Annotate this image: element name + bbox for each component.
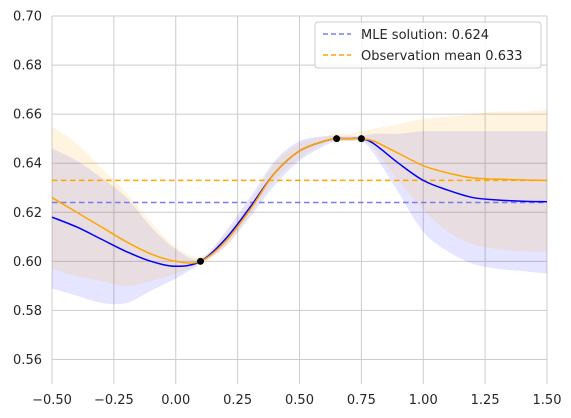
x-tick-label: 0.25: [223, 393, 252, 408]
observation-confidence-band: [52, 109, 547, 286]
x-tick-label: 1.25: [471, 393, 500, 408]
x-tick-label: 1.50: [533, 393, 562, 408]
y-tick-label: 0.62: [13, 206, 42, 221]
observation-point: [197, 257, 204, 265]
observation-mean-curve: [51, 137, 548, 264]
legend: MLE solution: 0.624 Observation mean 0.6…: [314, 21, 542, 69]
y-tick-label: 0.60: [13, 255, 42, 270]
observation-point: [333, 135, 341, 143]
x-tick-label: 0.75: [347, 393, 376, 408]
y-tick-label: 0.58: [13, 304, 42, 319]
x-tick-label: 0.50: [285, 393, 314, 408]
y-tick-label: 0.64: [13, 157, 42, 172]
y-tick-label: 0.68: [13, 59, 42, 74]
x-axis-ticks: −0.50 −0.25 0.00 0.25 0.50 0.75 1.00 1.25 1.50: [32, 393, 561, 408]
grid-lines: [51, 15, 548, 384]
observation-points: [197, 135, 365, 265]
y-tick-label: 0.70: [13, 10, 42, 25]
x-tick-label: 1.00: [409, 393, 438, 408]
y-tick-label: 0.66: [13, 108, 42, 123]
legend-observation-mean-label: Observation mean 0.633: [361, 49, 523, 64]
mean-lines: [51, 137, 548, 267]
legend-mle-label: MLE solution: 0.624: [361, 28, 489, 43]
y-axis-ticks: 0.56 0.58 0.60 0.62 0.64 0.66 0.68 0.70: [13, 10, 42, 368]
reference-lines: [52, 179, 547, 204]
x-tick-label: −0.25: [94, 393, 134, 408]
legend-box: [314, 21, 542, 69]
y-tick-label: 0.56: [13, 353, 42, 368]
x-tick-label: −0.50: [32, 393, 72, 408]
observation-point: [357, 135, 365, 143]
x-tick-label: 0.00: [161, 393, 190, 408]
